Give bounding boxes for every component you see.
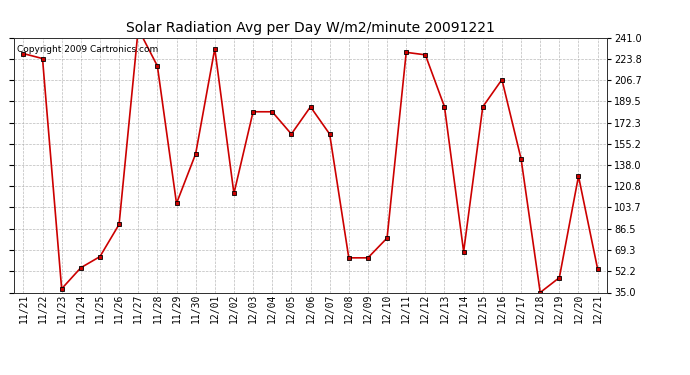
Text: Copyright 2009 Cartronics.com: Copyright 2009 Cartronics.com (17, 45, 158, 54)
Title: Solar Radiation Avg per Day W/m2/minute 20091221: Solar Radiation Avg per Day W/m2/minute … (126, 21, 495, 35)
